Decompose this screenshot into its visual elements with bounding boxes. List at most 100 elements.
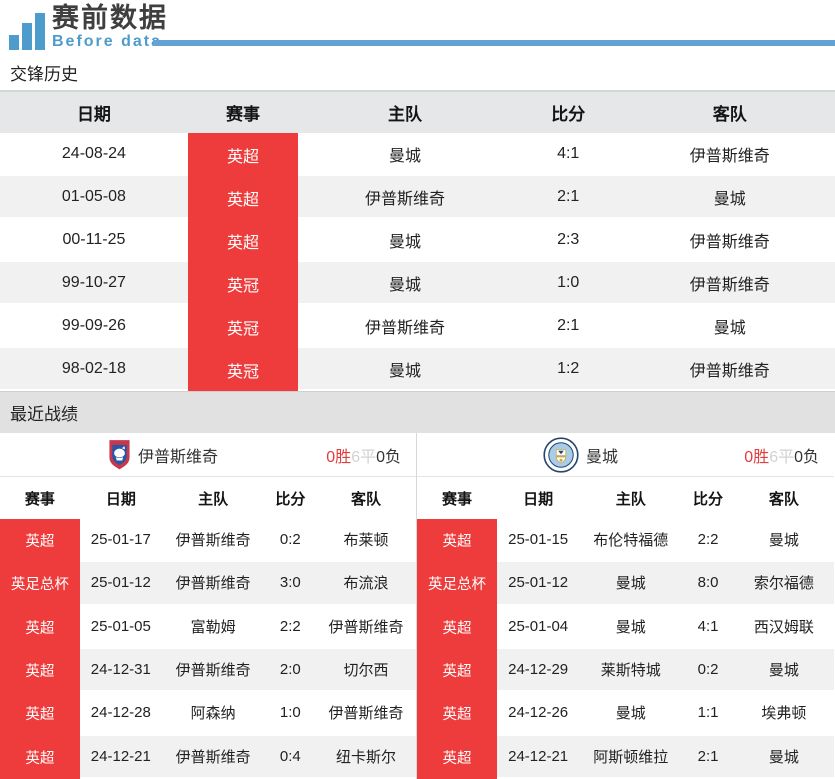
match-score: 4:1: [682, 606, 734, 649]
match-score: 0:4: [264, 735, 317, 779]
record-wins: 0胜: [326, 448, 352, 466]
competition-badge: 英超: [187, 219, 299, 262]
home-team: 曼城: [298, 219, 512, 262]
team-record: 0胜6平0负: [744, 443, 819, 467]
home-team: 曼城: [579, 606, 683, 649]
bar-chart-logo-icon: [9, 8, 45, 50]
logo-text: 赛前数据 Before data: [52, 5, 168, 50]
competition-badge: 英超: [417, 692, 498, 736]
home-team: 富勒姆: [161, 606, 265, 649]
home-team: 伊普斯维奇: [161, 735, 265, 779]
col-comp: 赛事: [442, 490, 473, 508]
away-team: 曼城: [733, 519, 834, 563]
recent-row: 英超 24-12-31 伊普斯维奇 2:0 切尔西: [0, 648, 416, 693]
recent-row: 英超 24-12-29 莱斯特城 0:2 曼城: [417, 648, 834, 693]
competition-badge: 英超: [417, 519, 498, 563]
record-draws: 6平: [351, 448, 377, 466]
match-score: 2:3: [511, 219, 625, 262]
h2h-row: 99-10-27 英冠 曼城 1:0 伊普斯维奇: [0, 262, 835, 305]
away-team: 布流浪: [316, 562, 416, 606]
competition-badge: 英冠: [187, 305, 299, 348]
h2h-row: 00-11-25 英超 曼城 2:3 伊普斯维奇: [0, 219, 835, 262]
h2h-col-date: 日期: [76, 105, 111, 124]
logo-bar: [22, 23, 32, 50]
away-team: 纽卡斯尔: [316, 735, 416, 779]
h2h-col-away: 客队: [712, 105, 747, 124]
home-team: 莱斯特城: [579, 648, 683, 693]
home-team: 曼城: [579, 692, 683, 736]
competition-badge: 英超: [0, 735, 80, 779]
match-score: 2:0: [264, 648, 317, 693]
match-date: 24-12-21: [79, 735, 162, 779]
match-date: 24-12-26: [497, 692, 580, 736]
logo-subtitle: Before data: [52, 33, 163, 50]
match-score: 2:2: [264, 606, 317, 649]
h2h-row: 99-09-26 英冠 伊普斯维奇 2:1 曼城: [0, 305, 835, 348]
recent-row: 英足总杯 25-01-12 曼城 8:0 索尔福德: [417, 562, 834, 606]
recent-row: 英超 25-01-04 曼城 4:1 西汉姆联: [417, 605, 834, 649]
header-divider-line: [153, 40, 835, 46]
col-comp: 赛事: [24, 490, 55, 508]
away-team: 伊普斯维奇: [316, 606, 416, 649]
match-score: 2:1: [682, 735, 734, 779]
match-score: 4:1: [511, 133, 625, 176]
match-score: 0:2: [264, 519, 317, 563]
match-date: 24-12-29: [497, 648, 580, 693]
home-team: 曼城: [298, 262, 512, 305]
recent-row: 英超 25-01-15 布伦特福德 2:2 曼城: [417, 519, 834, 563]
home-team: 曼城: [298, 348, 512, 391]
recent-tables: 伊普斯维奇 0胜6平0负 赛事 日期 主队 比分 客队 英超 25-01-17 …: [0, 433, 835, 779]
match-date: 24-12-28: [79, 692, 162, 736]
away-team: 曼城: [733, 735, 834, 779]
home-team: 阿斯顿维拉: [579, 735, 683, 779]
h2h-col-home: 主队: [387, 105, 422, 124]
away-team: 西汉姆联: [733, 606, 834, 649]
site-logo: 赛前数据 Before data: [9, 5, 168, 50]
away-team: 伊普斯维奇: [624, 219, 835, 262]
match-date: 25-01-17: [79, 519, 162, 563]
recent-row: 英超 24-12-28 阿森纳 1:0 伊普斯维奇: [0, 692, 416, 736]
match-score: 1:0: [264, 692, 317, 736]
match-score: 2:1: [511, 176, 625, 219]
match-score: 3:0: [264, 562, 317, 606]
home-team: 曼城: [579, 562, 683, 606]
away-team: 伊普斯维奇: [624, 133, 835, 176]
away-team: 切尔西: [316, 648, 416, 693]
page-header: 赛前数据 Before data: [0, 0, 835, 55]
recent-section-title: 最近战绩: [0, 391, 835, 433]
match-date: 99-09-26: [0, 305, 188, 348]
match-date: 25-01-04: [497, 606, 580, 649]
match-date: 00-11-25: [0, 219, 188, 262]
competition-badge: 英冠: [187, 262, 299, 305]
team-record: 0胜6平0负: [326, 443, 401, 467]
team-header: 伊普斯维奇 0胜6平0负: [0, 433, 416, 477]
home-team: 阿森纳: [161, 692, 265, 736]
away-team: 曼城: [624, 176, 835, 219]
match-score: 0:2: [682, 648, 734, 693]
away-team: 布莱顿: [316, 519, 416, 563]
competition-badge: 英超: [0, 519, 80, 563]
competition-badge: 英超: [417, 648, 498, 693]
home-team: 伊普斯维奇: [298, 305, 512, 348]
recent-table-header: 赛事 日期 主队 比分 客队: [0, 477, 416, 519]
logo-bar: [9, 35, 19, 50]
h2h-section-title: 交锋历史: [10, 65, 78, 84]
match-date: 01-05-08: [0, 176, 188, 219]
home-team: 伊普斯维奇: [298, 176, 512, 219]
ipswich-crest-icon: [108, 439, 131, 470]
recent-row: 英超 25-01-17 伊普斯维奇 0:2 布莱顿: [0, 519, 416, 563]
match-score: 1:1: [682, 692, 734, 736]
match-date: 24-12-31: [79, 648, 162, 693]
record-losses: 0负: [794, 448, 819, 466]
h2h-col-comp: 赛事: [225, 105, 260, 124]
record-draws: 6平: [769, 448, 795, 466]
competition-badge: 英超: [187, 176, 299, 219]
away-team: 曼城: [733, 648, 834, 693]
recent-row: 英超 24-12-26 曼城 1:1 埃弗顿: [417, 692, 834, 736]
home-team: 伊普斯维奇: [161, 519, 265, 563]
match-date: 25-01-12: [497, 562, 580, 606]
recent-row: 英超 24-12-21 阿斯顿维拉 2:1 曼城: [417, 735, 834, 779]
match-score: 8:0: [682, 562, 734, 606]
h2h-row: 01-05-08 英超 伊普斯维奇 2:1 曼城: [0, 176, 835, 219]
recent-table-ipswich: 伊普斯维奇 0胜6平0负 赛事 日期 主队 比分 客队 英超 25-01-17 …: [0, 433, 417, 779]
